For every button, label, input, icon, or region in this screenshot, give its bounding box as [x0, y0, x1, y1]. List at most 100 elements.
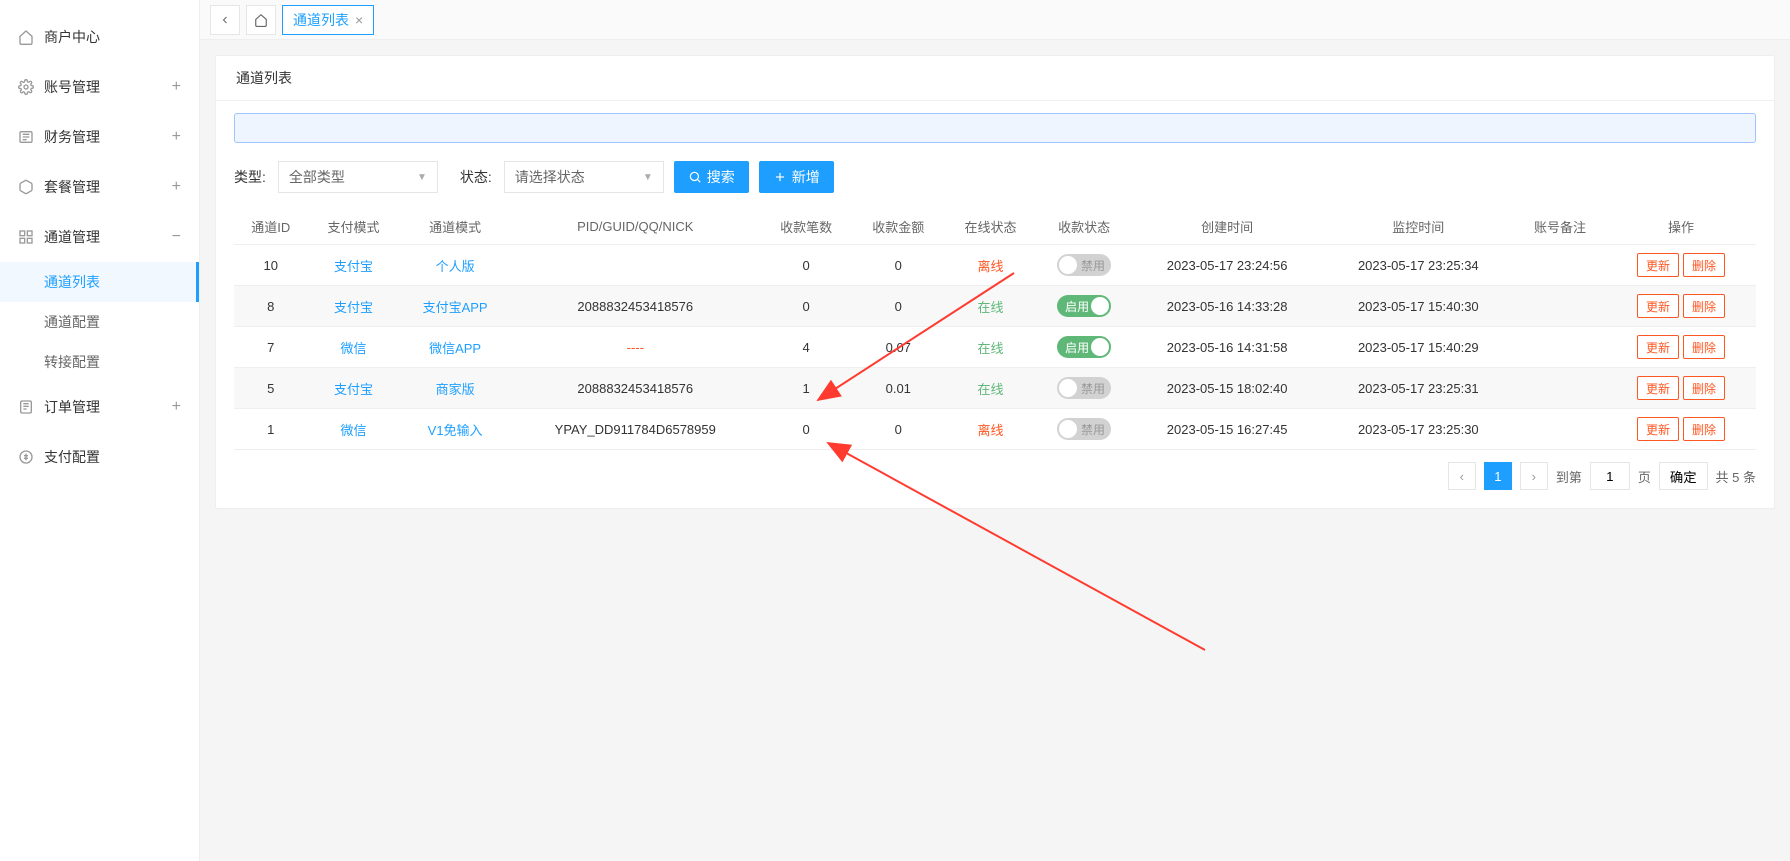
cell-created: 2023-05-16 14:31:58 [1132, 327, 1323, 368]
cell-status: 启用 [1037, 286, 1132, 327]
sidebar-item-package[interactable]: 套餐管理 + [0, 162, 199, 212]
card-title: 通道列表 [216, 56, 1774, 101]
pager-next[interactable]: › [1520, 462, 1548, 490]
pager-goto-input[interactable] [1590, 462, 1630, 490]
cell-pid: 2088832453418576 [511, 368, 760, 409]
cell-id: 8 [234, 286, 307, 327]
cell-status: 禁用 [1037, 409, 1132, 450]
caret-down-icon: ▼ [643, 172, 653, 183]
notice-bar [234, 113, 1756, 143]
table-row: 10支付宝个人版00离线禁用2023-05-17 23:24:562023-05… [234, 245, 1756, 286]
channel-mode-link[interactable]: 商家版 [436, 382, 475, 397]
cell-pid: 2088832453418576 [511, 286, 760, 327]
pay-mode-link[interactable]: 微信 [341, 423, 367, 438]
delete-button[interactable]: 删除 [1683, 335, 1725, 359]
cell-amount: 0 [852, 409, 944, 450]
table-header: 支付模式 [307, 209, 399, 245]
table-header: PID/GUID/QQ/NICK [511, 209, 760, 245]
table-header: 通道模式 [400, 209, 511, 245]
update-button[interactable]: 更新 [1637, 417, 1679, 441]
update-button[interactable]: 更新 [1637, 335, 1679, 359]
update-button[interactable]: 更新 [1637, 253, 1679, 277]
expand-icon: + [172, 79, 181, 95]
cell-pay: 支付宝 [307, 368, 399, 409]
cell-mode: 支付宝APP [400, 286, 511, 327]
status-switch[interactable]: 禁用 [1057, 254, 1111, 276]
update-button[interactable]: 更新 [1637, 294, 1679, 318]
update-button[interactable]: 更新 [1637, 376, 1679, 400]
cell-remark [1514, 286, 1606, 327]
cell-count: 0 [760, 245, 852, 286]
status-switch[interactable]: 启用 [1057, 295, 1111, 317]
tab-channel-list[interactable]: 通道列表 × [282, 5, 374, 35]
delete-button[interactable]: 删除 [1683, 376, 1725, 400]
cell-monitor: 2023-05-17 23:25:31 [1323, 368, 1514, 409]
expand-icon: − [172, 229, 181, 245]
delete-button[interactable]: 删除 [1683, 253, 1725, 277]
sidebar-item-finance[interactable]: 财务管理 + [0, 112, 199, 162]
add-button[interactable]: 新增 [759, 161, 834, 193]
status-switch[interactable]: 启用 [1057, 336, 1111, 358]
search-button[interactable]: 搜索 [674, 161, 749, 193]
cell-mode: 商家版 [400, 368, 511, 409]
status-switch[interactable]: 禁用 [1057, 418, 1111, 440]
cell-created: 2023-05-16 14:33:28 [1132, 286, 1323, 327]
pager-page-1[interactable]: 1 [1484, 462, 1512, 490]
home-icon [18, 29, 34, 45]
cell-pid: ---- [511, 327, 760, 368]
channel-mode-link[interactable]: 微信APP [429, 341, 481, 356]
sidebar-sub-item[interactable]: 通道列表 [0, 262, 199, 302]
type-select[interactable]: 全部类型 ▼ [278, 161, 438, 193]
tab-home-button[interactable] [246, 5, 276, 35]
channel-mode-link[interactable]: 支付宝APP [423, 300, 488, 315]
sidebar-item-order[interactable]: 订单管理 + [0, 382, 199, 432]
cell-actions: 更新删除 [1606, 368, 1756, 409]
table-row: 7微信微信APP----40.07在线启用2023-05-16 14:31:58… [234, 327, 1756, 368]
card: 通道列表 类型: 全部类型 ▼ 状态: 请选择状态 ▼ [215, 55, 1775, 509]
sidebar-sub-item[interactable]: 转接配置 [0, 342, 199, 382]
cell-pay: 支付宝 [307, 245, 399, 286]
cell-remark [1514, 368, 1606, 409]
sidebar-item-label: 账号管理 [44, 77, 100, 97]
sidebar-item-channel[interactable]: 通道管理 − [0, 212, 199, 262]
cell-amount: 0 [852, 245, 944, 286]
pager-confirm[interactable]: 确定 [1659, 462, 1708, 490]
sidebar-item-payconfig[interactable]: 支付配置 [0, 432, 199, 482]
status-switch[interactable]: 禁用 [1057, 377, 1111, 399]
close-icon[interactable]: × [355, 12, 363, 28]
cell-pid [511, 245, 760, 286]
sidebar-item-label: 订单管理 [44, 397, 100, 417]
order-icon [18, 399, 34, 415]
channel-mode-link[interactable]: 个人版 [436, 259, 475, 274]
pager-prev[interactable]: ‹ [1448, 462, 1476, 490]
cell-created: 2023-05-15 18:02:40 [1132, 368, 1323, 409]
table-header: 账号备注 [1514, 209, 1606, 245]
tabbar: 通道列表 × [200, 0, 1790, 40]
type-label: 类型: [234, 167, 266, 187]
status-label: 状态: [460, 167, 492, 187]
cell-id: 5 [234, 368, 307, 409]
pay-mode-link[interactable]: 支付宝 [334, 300, 373, 315]
cell-online: 离线 [944, 409, 1036, 450]
finance-icon [18, 129, 34, 145]
status-select[interactable]: 请选择状态 ▼ [504, 161, 664, 193]
table-row: 1微信V1免输入YPAY_DD911784D657895900离线禁用2023-… [234, 409, 1756, 450]
cell-status: 禁用 [1037, 245, 1132, 286]
tab-back-button[interactable] [210, 5, 240, 35]
delete-button[interactable]: 删除 [1683, 417, 1725, 441]
pay-mode-link[interactable]: 微信 [341, 341, 367, 356]
sidebar-item-account[interactable]: 账号管理 + [0, 62, 199, 112]
sidebar-sub-item[interactable]: 通道配置 [0, 302, 199, 342]
cell-online: 在线 [944, 286, 1036, 327]
type-select-value: 全部类型 [289, 167, 345, 187]
pay-mode-link[interactable]: 支付宝 [334, 259, 373, 274]
channel-mode-link[interactable]: V1免输入 [428, 423, 483, 438]
pay-mode-link[interactable]: 支付宝 [334, 382, 373, 397]
cell-remark [1514, 327, 1606, 368]
cell-status: 禁用 [1037, 368, 1132, 409]
delete-button[interactable]: 删除 [1683, 294, 1725, 318]
sidebar-item-merchant[interactable]: 商户中心 [0, 12, 199, 62]
cell-pay: 支付宝 [307, 286, 399, 327]
table-header: 通道ID [234, 209, 307, 245]
cube-icon [18, 179, 34, 195]
